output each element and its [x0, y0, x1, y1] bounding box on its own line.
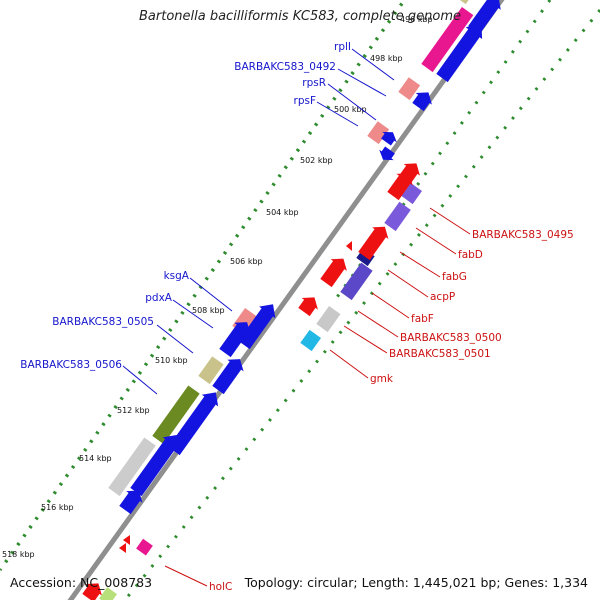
gene-arrow-0500	[320, 258, 347, 288]
right-gene-label-texts: BARBAKC583_0495 fabD fabG acpP fabF BARB…	[209, 229, 574, 593]
gene-box-0506	[152, 385, 200, 445]
outer-dotted-track	[0, 0, 407, 572]
gene-box-fabF-b	[340, 262, 373, 301]
leader-line	[415, 227, 457, 255]
gene-arrow-holC-a	[123, 535, 130, 545]
gene-label-BARBAKC583_0492: BARBAKC583_0492	[234, 61, 336, 73]
gene-arrow-512	[130, 435, 179, 497]
tick-label: 518 kbp	[2, 550, 35, 559]
gene-label-fabG: fabG	[442, 271, 467, 283]
gene-box-gmk	[300, 329, 321, 352]
map-title: Bartonella bacilliformis KC583, complete…	[139, 9, 461, 24]
gene-box-0505	[198, 356, 224, 385]
leader-line	[172, 299, 214, 329]
leader-line	[189, 277, 233, 312]
gene-label-acpP: acpP	[430, 291, 455, 303]
gene-arrow-bottom	[82, 583, 102, 600]
gene-label-rpsF: rpsF	[294, 95, 317, 107]
gene-arrow-small	[379, 146, 395, 161]
gene-box-0492	[398, 77, 421, 101]
tick-label: 512 kbp	[117, 406, 150, 415]
tick-label: 496 kbp	[400, 15, 433, 24]
topology-text: Topology: circular; Length: 1,445,021 bp…	[244, 575, 588, 590]
tick-label: 506 kbp	[230, 257, 263, 266]
gene-arrow-0501	[298, 297, 318, 317]
gene-box-fabD-b	[384, 201, 411, 232]
tick-label: 510 kbp	[155, 356, 188, 365]
gene-box-magenta	[421, 6, 474, 73]
leader-line	[156, 324, 194, 354]
gene-label-fabF: fabF	[411, 313, 434, 325]
gene-arrow-holC-b	[119, 543, 126, 553]
gene-arrow-fabD	[387, 173, 413, 201]
leader-line	[357, 310, 399, 338]
leader-line	[337, 68, 387, 97]
tick-label: 500 kbp	[334, 105, 367, 114]
gene-label-BARBAKC583_0505: BARBAKC583_0505	[52, 316, 154, 328]
tick-label: 498 kbp	[370, 54, 403, 63]
tick-label: 514 kbp	[79, 454, 112, 463]
gene-box-0495-b	[401, 182, 422, 205]
gene-label-BARBAKC583_0506: BARBAKC583_0506	[20, 359, 122, 371]
leader-line	[351, 48, 395, 81]
gene-label-BARBAKC583_0495: BARBAKC583_0495	[472, 229, 574, 241]
gene-arrow-516	[119, 490, 143, 515]
gene-label-BARBAKC583_0501: BARBAKC583_0501	[389, 348, 491, 360]
gene-arrow-pdxA	[219, 322, 251, 358]
gene-arrow-fabG	[346, 241, 352, 251]
tick-label: 516 kbp	[41, 503, 74, 512]
left-gene-label-texts: rplI BARBAKC583_0492 rpsR rpsF ksgA pdxA…	[20, 41, 351, 371]
forward-strand-genes	[108, 0, 501, 515]
gene-label-ksgA: ksgA	[164, 270, 190, 282]
gene-label-rpsR: rpsR	[302, 77, 326, 89]
leader-line	[329, 349, 369, 379]
tick-label: 504 kbp	[266, 208, 299, 217]
leader-line	[327, 83, 377, 121]
tick-labels: 496 kbp 498 kbp 500 kbp 502 kbp 504 kbp …	[2, 15, 433, 559]
gene-box-rpsF	[367, 121, 390, 145]
gene-box-0501	[316, 306, 341, 333]
gene-arrow-fabF	[358, 226, 389, 261]
inner-dotted-track	[123, 9, 600, 600]
leader-line	[429, 207, 471, 235]
leader-line	[164, 565, 208, 587]
gene-box-holC	[136, 538, 153, 556]
gene-arrow-rplI	[436, 22, 483, 83]
leader-line	[343, 325, 388, 354]
gene-arrow-ksgA-2	[238, 304, 276, 350]
right-gene-labels	[164, 207, 471, 587]
gene-arrow-0506-inner	[168, 392, 219, 456]
gene-label-pdxA: pdxA	[145, 292, 173, 304]
genome-backbone	[67, 0, 505, 600]
gene-arrow-0505-inner	[212, 359, 244, 395]
leader-line	[399, 251, 441, 278]
gene-arrow-top-right	[468, 0, 501, 35]
leader-line	[316, 101, 359, 127]
gene-arrow-rpsF	[381, 131, 397, 146]
reverse-strand-genes	[82, 163, 422, 600]
gene-arrow-rpsR	[412, 92, 432, 112]
gene-label-gmk: gmk	[370, 373, 394, 385]
gene-box-bottom-green	[99, 587, 118, 600]
tick-label: 502 kbp	[300, 156, 333, 165]
leader-line	[371, 292, 410, 319]
gene-label-holC: holC	[209, 581, 232, 593]
left-gene-labels	[122, 48, 395, 395]
leader-line	[122, 365, 158, 395]
gene-box-grey-514	[108, 437, 156, 497]
leader-line	[387, 269, 429, 298]
accession-text: Accession: NC_008783	[10, 575, 153, 590]
gene-label-rplI: rplI	[334, 41, 351, 53]
gene-label-fabD: fabD	[458, 249, 483, 261]
gene-label-BARBAKC583_0500: BARBAKC583_0500	[400, 332, 502, 344]
tick-label: 508 kbp	[192, 306, 225, 315]
